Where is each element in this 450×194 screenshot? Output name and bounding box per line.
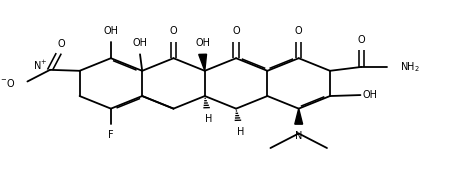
Text: H: H: [237, 127, 244, 137]
Text: OH: OH: [195, 38, 210, 48]
Text: O: O: [57, 39, 65, 49]
Text: $^{-}$O: $^{-}$O: [0, 77, 15, 89]
Text: N: N: [295, 131, 302, 141]
Text: OH: OH: [132, 38, 148, 48]
Polygon shape: [295, 109, 302, 124]
Text: OH: OH: [363, 90, 378, 100]
Text: O: O: [295, 26, 302, 36]
Text: NH$_2$: NH$_2$: [400, 60, 419, 74]
Text: O: O: [357, 35, 365, 45]
Text: H: H: [206, 114, 213, 124]
Text: F: F: [108, 130, 114, 140]
Text: N$^{+}$: N$^{+}$: [33, 58, 48, 72]
Polygon shape: [199, 54, 207, 71]
Text: OH: OH: [104, 26, 118, 36]
Text: O: O: [170, 26, 177, 36]
Text: O: O: [232, 26, 240, 36]
